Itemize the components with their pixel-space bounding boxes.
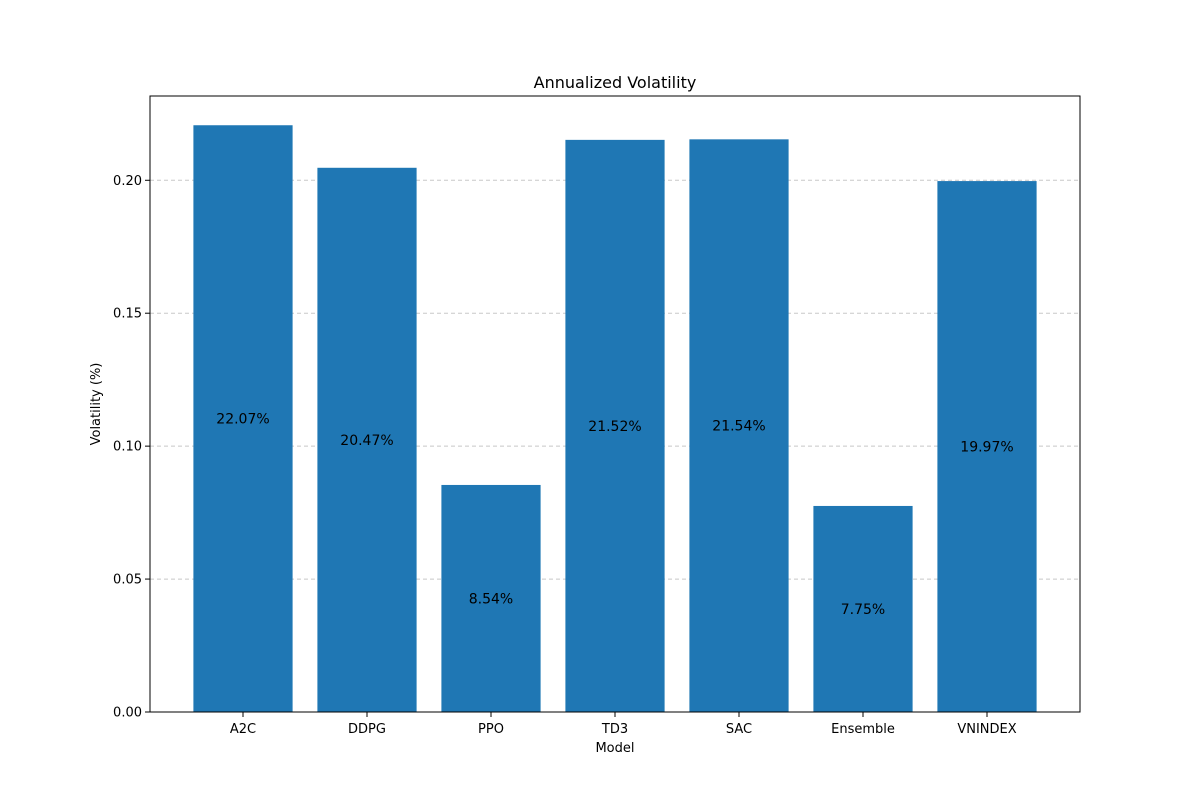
- bar-ppo: [441, 484, 541, 712]
- x-tick-label: VNINDEX: [957, 722, 1016, 737]
- x-tick-label: TD3: [601, 722, 628, 737]
- bar-ensemble: [813, 505, 913, 712]
- x-tick-label: DDPG: [348, 722, 386, 737]
- x-axis-title: Model: [595, 741, 634, 756]
- bar-value-labels: 22.07% 20.47% 8.54% 21.52% 21.54% 7.75% 19.97%: [216, 412, 1013, 618]
- y-tick-label: 0.15: [113, 307, 142, 322]
- bar-vnindex: [937, 181, 1037, 712]
- bar-value-label: 20.47%: [340, 433, 393, 449]
- y-axis-title: Volatility (%): [89, 363, 104, 446]
- x-tick-label: A2C: [230, 722, 256, 737]
- chart-title: Annualized Volatility: [534, 73, 697, 92]
- bar-sac: [689, 139, 789, 713]
- x-tick-label: PPO: [478, 722, 504, 737]
- x-axis-ticks: A2C DDPG PPO TD3 SAC Ensemble VNINDEX: [230, 712, 1017, 737]
- bar-a2c: [193, 125, 293, 713]
- bar-ddpg: [317, 167, 417, 712]
- x-tick-label: SAC: [726, 722, 752, 737]
- bar-value-label: 8.54%: [469, 591, 513, 607]
- x-tick-label: Ensemble: [831, 722, 895, 737]
- bar-value-label: 22.07%: [216, 412, 269, 428]
- bar-value-label: 21.54%: [712, 419, 765, 435]
- y-tick-label: 0.05: [113, 573, 142, 588]
- bar-value-label: 19.97%: [960, 440, 1013, 456]
- y-tick-label: 0.10: [113, 440, 142, 455]
- bar-value-label: 7.75%: [841, 602, 885, 618]
- bar-value-label: 21.52%: [588, 419, 641, 435]
- y-tick-label: 0.20: [113, 174, 142, 189]
- bar-td3: [565, 139, 665, 712]
- y-axis-ticks: 0.00 0.05 0.10 0.15 0.20: [113, 174, 150, 721]
- y-tick-label: 0.00: [113, 706, 142, 721]
- bars: [193, 125, 1037, 713]
